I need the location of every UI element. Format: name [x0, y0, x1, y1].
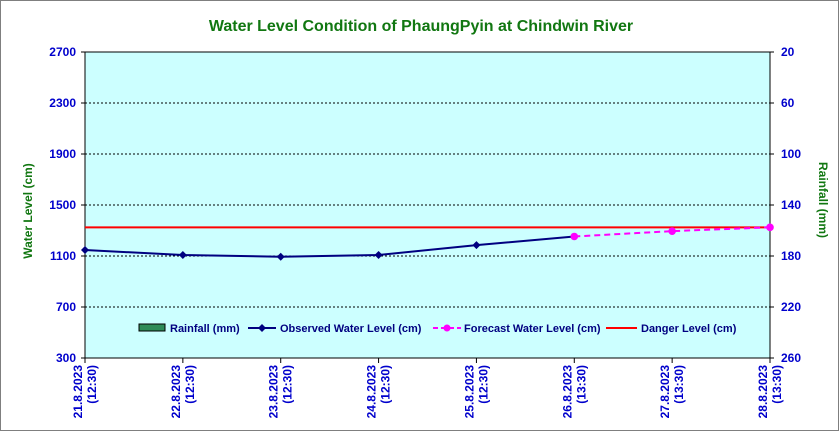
y-tick-label: 1900: [49, 147, 76, 161]
y2-tick-label: 140: [781, 198, 801, 212]
y-tick-label: 1500: [49, 198, 76, 212]
x-tick-date: 22.8.2023: [169, 365, 183, 419]
observed-point: [374, 250, 383, 259]
y-axis-label: Water Level (cm): [21, 163, 35, 259]
legend-rainfall-label: Rainfall (mm): [170, 323, 240, 335]
y-tick-label: 300: [56, 351, 76, 365]
x-tick-time: (13:30): [672, 365, 686, 404]
observed-point: [81, 246, 89, 255]
x-tick-date: 26.8.2023: [560, 365, 574, 419]
observed-point: [472, 241, 481, 250]
x-tick-time: (12:30): [85, 365, 99, 404]
y2-tick-label: 100: [781, 147, 801, 161]
forecast-point: [570, 232, 579, 241]
x-tick-date: 28.8.2023: [756, 365, 770, 419]
y2-tick-label: 220: [781, 300, 801, 314]
legend-observed-marker: [258, 324, 266, 332]
x-tick-date: 23.8.2023: [267, 365, 281, 419]
y-tick-label: 700: [56, 300, 76, 314]
y2-axis-label: Rainfall (mm): [816, 162, 830, 238]
x-tick-date: 25.8.2023: [462, 365, 476, 419]
x-tick-time: (12:30): [183, 365, 197, 404]
forecast-point: [766, 223, 774, 232]
x-tick-time: (13:30): [770, 365, 784, 404]
y2-tick-label: 60: [781, 96, 795, 110]
legend-forecast-label: Forecast Water Level (cm): [464, 323, 601, 335]
x-tick-time: (13:30): [574, 365, 588, 404]
legend-rainfall-swatch: [138, 323, 166, 332]
y2-tick-label: 180: [781, 249, 801, 263]
y2-tick-label: 260: [781, 351, 801, 365]
legend-observed-label: Observed Water Level (cm): [280, 323, 422, 335]
y2-tick-label: 20: [781, 45, 795, 59]
x-tick-time: (12:30): [281, 365, 295, 404]
legend-danger-label: Danger Level (cm): [641, 323, 737, 335]
y-tick-label: 2700: [49, 45, 76, 59]
x-tick-time: (12:30): [476, 365, 490, 404]
plot-area: [84, 51, 771, 359]
observed-water-level-line: [84, 235, 575, 258]
legend: Rainfall (mm) Observed Water Level (cm) …: [138, 323, 737, 335]
x-tick-date: 21.8.2023: [71, 365, 85, 419]
y-tick-label: 1100: [50, 249, 76, 263]
legend-forecast-marker: [443, 324, 451, 332]
forecast-water-level-line: [574, 226, 771, 238]
x-tick-time: (12:30): [379, 365, 393, 404]
forecast-point: [668, 227, 676, 235]
y-tick-label: 2300: [49, 96, 76, 110]
x-tick-date: 24.8.2023: [365, 365, 379, 419]
observed-point: [178, 250, 187, 259]
x-tick-date: 27.8.2023: [658, 365, 672, 419]
observed-point: [276, 252, 285, 261]
chart-title: Water Level Condition of PhaungPyin at C…: [209, 18, 633, 35]
